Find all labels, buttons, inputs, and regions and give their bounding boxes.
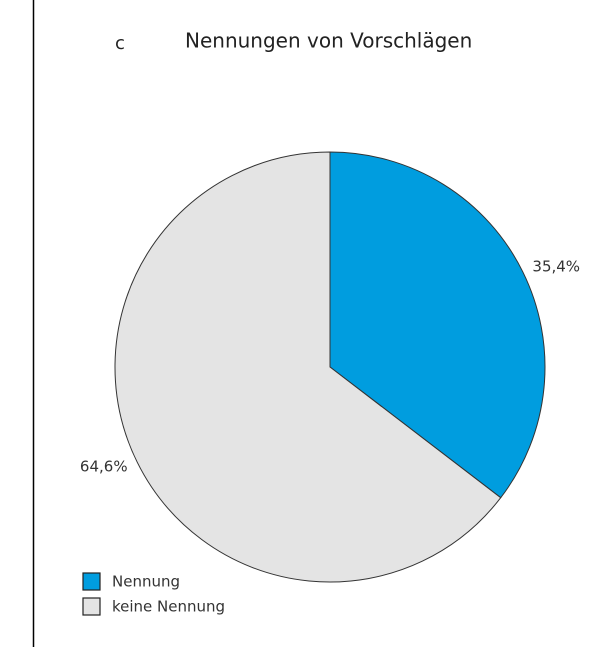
legend-label: Nennung <box>112 573 180 591</box>
legend-label: keine Nennung <box>112 598 225 616</box>
pie-slice <box>114 151 502 583</box>
legend-swatch <box>82 597 101 616</box>
chart-title: Nennungen von Vorschlägen <box>185 29 472 53</box>
panel-label: c <box>115 33 125 54</box>
data-label: 64,6% <box>80 457 128 475</box>
data-label: 35,4% <box>532 258 580 276</box>
pie-slice <box>329 151 546 499</box>
legend-swatch <box>82 572 101 591</box>
